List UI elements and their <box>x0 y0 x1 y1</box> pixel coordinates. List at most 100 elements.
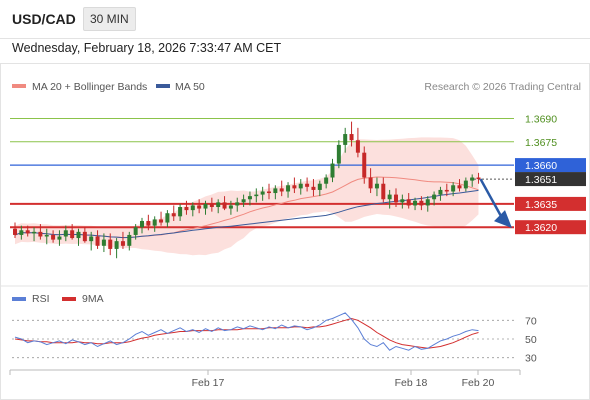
candle <box>343 127 348 153</box>
candle <box>267 183 271 200</box>
candle-body <box>336 144 341 164</box>
candle-body <box>19 230 24 235</box>
candle-body <box>374 183 379 189</box>
candle-body <box>343 134 348 145</box>
candle <box>400 194 405 209</box>
candle-body <box>444 189 449 192</box>
candle-body <box>171 213 176 217</box>
candle-body <box>298 183 303 189</box>
candle-body <box>114 241 119 249</box>
pivot-label: 1.3660 <box>525 160 557 172</box>
x-tick-label: Feb 20 <box>462 377 495 389</box>
support-1-label: 1.3635 <box>525 199 557 211</box>
rsi-tick-50: 50 <box>525 334 537 346</box>
candle-body <box>222 202 227 209</box>
candle-body <box>432 194 437 200</box>
candle-body <box>165 213 170 223</box>
support-2-label: 1.3620 <box>525 222 557 234</box>
candle-body <box>140 220 144 228</box>
candle-body <box>419 200 424 206</box>
candle <box>197 199 202 214</box>
candle <box>216 199 221 214</box>
candle-body <box>324 177 329 184</box>
candle <box>413 197 418 211</box>
resistance-1-label: 1.3675 <box>525 137 557 149</box>
candle-body <box>76 231 81 239</box>
candle-body <box>89 236 94 242</box>
candle <box>152 216 157 232</box>
candle <box>89 231 94 251</box>
candle <box>190 202 195 217</box>
levels <box>10 118 514 229</box>
ma9-legend-swatch <box>62 297 76 301</box>
forecast-arrow-shaft <box>479 178 503 217</box>
candle <box>203 200 208 215</box>
candle-body <box>381 183 386 200</box>
candle-body <box>476 177 481 180</box>
last-price-label: 1.3651 <box>525 174 557 186</box>
candle-body <box>70 230 75 239</box>
candle-body <box>51 234 56 240</box>
candle-body <box>120 241 125 246</box>
candle <box>362 146 367 184</box>
ma9-line <box>14 317 479 349</box>
timeframe-button[interactable]: 30 MIN <box>83 7 136 31</box>
x-ticks: Feb 17 Feb 18 Feb 20 <box>192 370 495 389</box>
timestamp: Wednesday, February 18, 2026 7:33:47 AM … <box>12 41 282 55</box>
candle <box>228 200 233 215</box>
candle <box>305 177 310 192</box>
candle-body <box>413 200 418 206</box>
candle <box>374 177 379 197</box>
candle <box>159 211 164 226</box>
candle-body <box>387 194 392 200</box>
pivot-label-box <box>515 158 586 173</box>
candle <box>209 197 214 212</box>
candle-body <box>305 183 310 187</box>
candle-body <box>146 220 151 226</box>
ma9-legend-label: 9MA <box>82 293 104 305</box>
last-price-label-box <box>515 172 586 187</box>
candle-body <box>368 177 373 189</box>
ma20-legend-swatch <box>12 84 26 88</box>
candle <box>178 203 183 221</box>
candle-body <box>101 239 106 246</box>
candle <box>82 227 87 243</box>
candle <box>171 205 176 221</box>
rsi-panel: 70 50 30 <box>12 312 537 365</box>
candle-body <box>241 199 246 203</box>
candle <box>470 174 475 187</box>
candle <box>51 230 56 243</box>
candle-body <box>457 185 462 189</box>
candle-body <box>235 202 240 206</box>
candle-body <box>95 236 100 246</box>
candle-body <box>159 219 164 223</box>
candle-body <box>394 194 398 203</box>
candle <box>457 179 462 192</box>
candle-body <box>362 152 367 178</box>
symbol-title: USD/CAD <box>12 11 76 27</box>
candle <box>235 197 240 212</box>
candle-body <box>57 236 62 240</box>
candle <box>13 222 17 239</box>
candle <box>63 225 68 242</box>
forecast-arrow <box>479 178 512 229</box>
candle <box>387 189 392 209</box>
candle <box>140 217 144 234</box>
candle <box>432 191 437 206</box>
candle-body <box>25 230 30 234</box>
candle-body <box>197 205 202 209</box>
ma20-legend-label: MA 20 + Bollinger Bands <box>32 81 147 93</box>
candle <box>463 177 468 192</box>
candle-body <box>400 199 405 203</box>
candle-body <box>13 228 17 235</box>
candle <box>70 224 75 240</box>
candle <box>438 186 443 201</box>
candle <box>381 177 386 203</box>
candle <box>247 191 252 206</box>
candle <box>184 200 189 215</box>
rsi-tick-70: 70 <box>525 315 537 327</box>
candle-body <box>228 205 233 209</box>
candle <box>76 228 81 246</box>
candle-body <box>127 234 132 246</box>
